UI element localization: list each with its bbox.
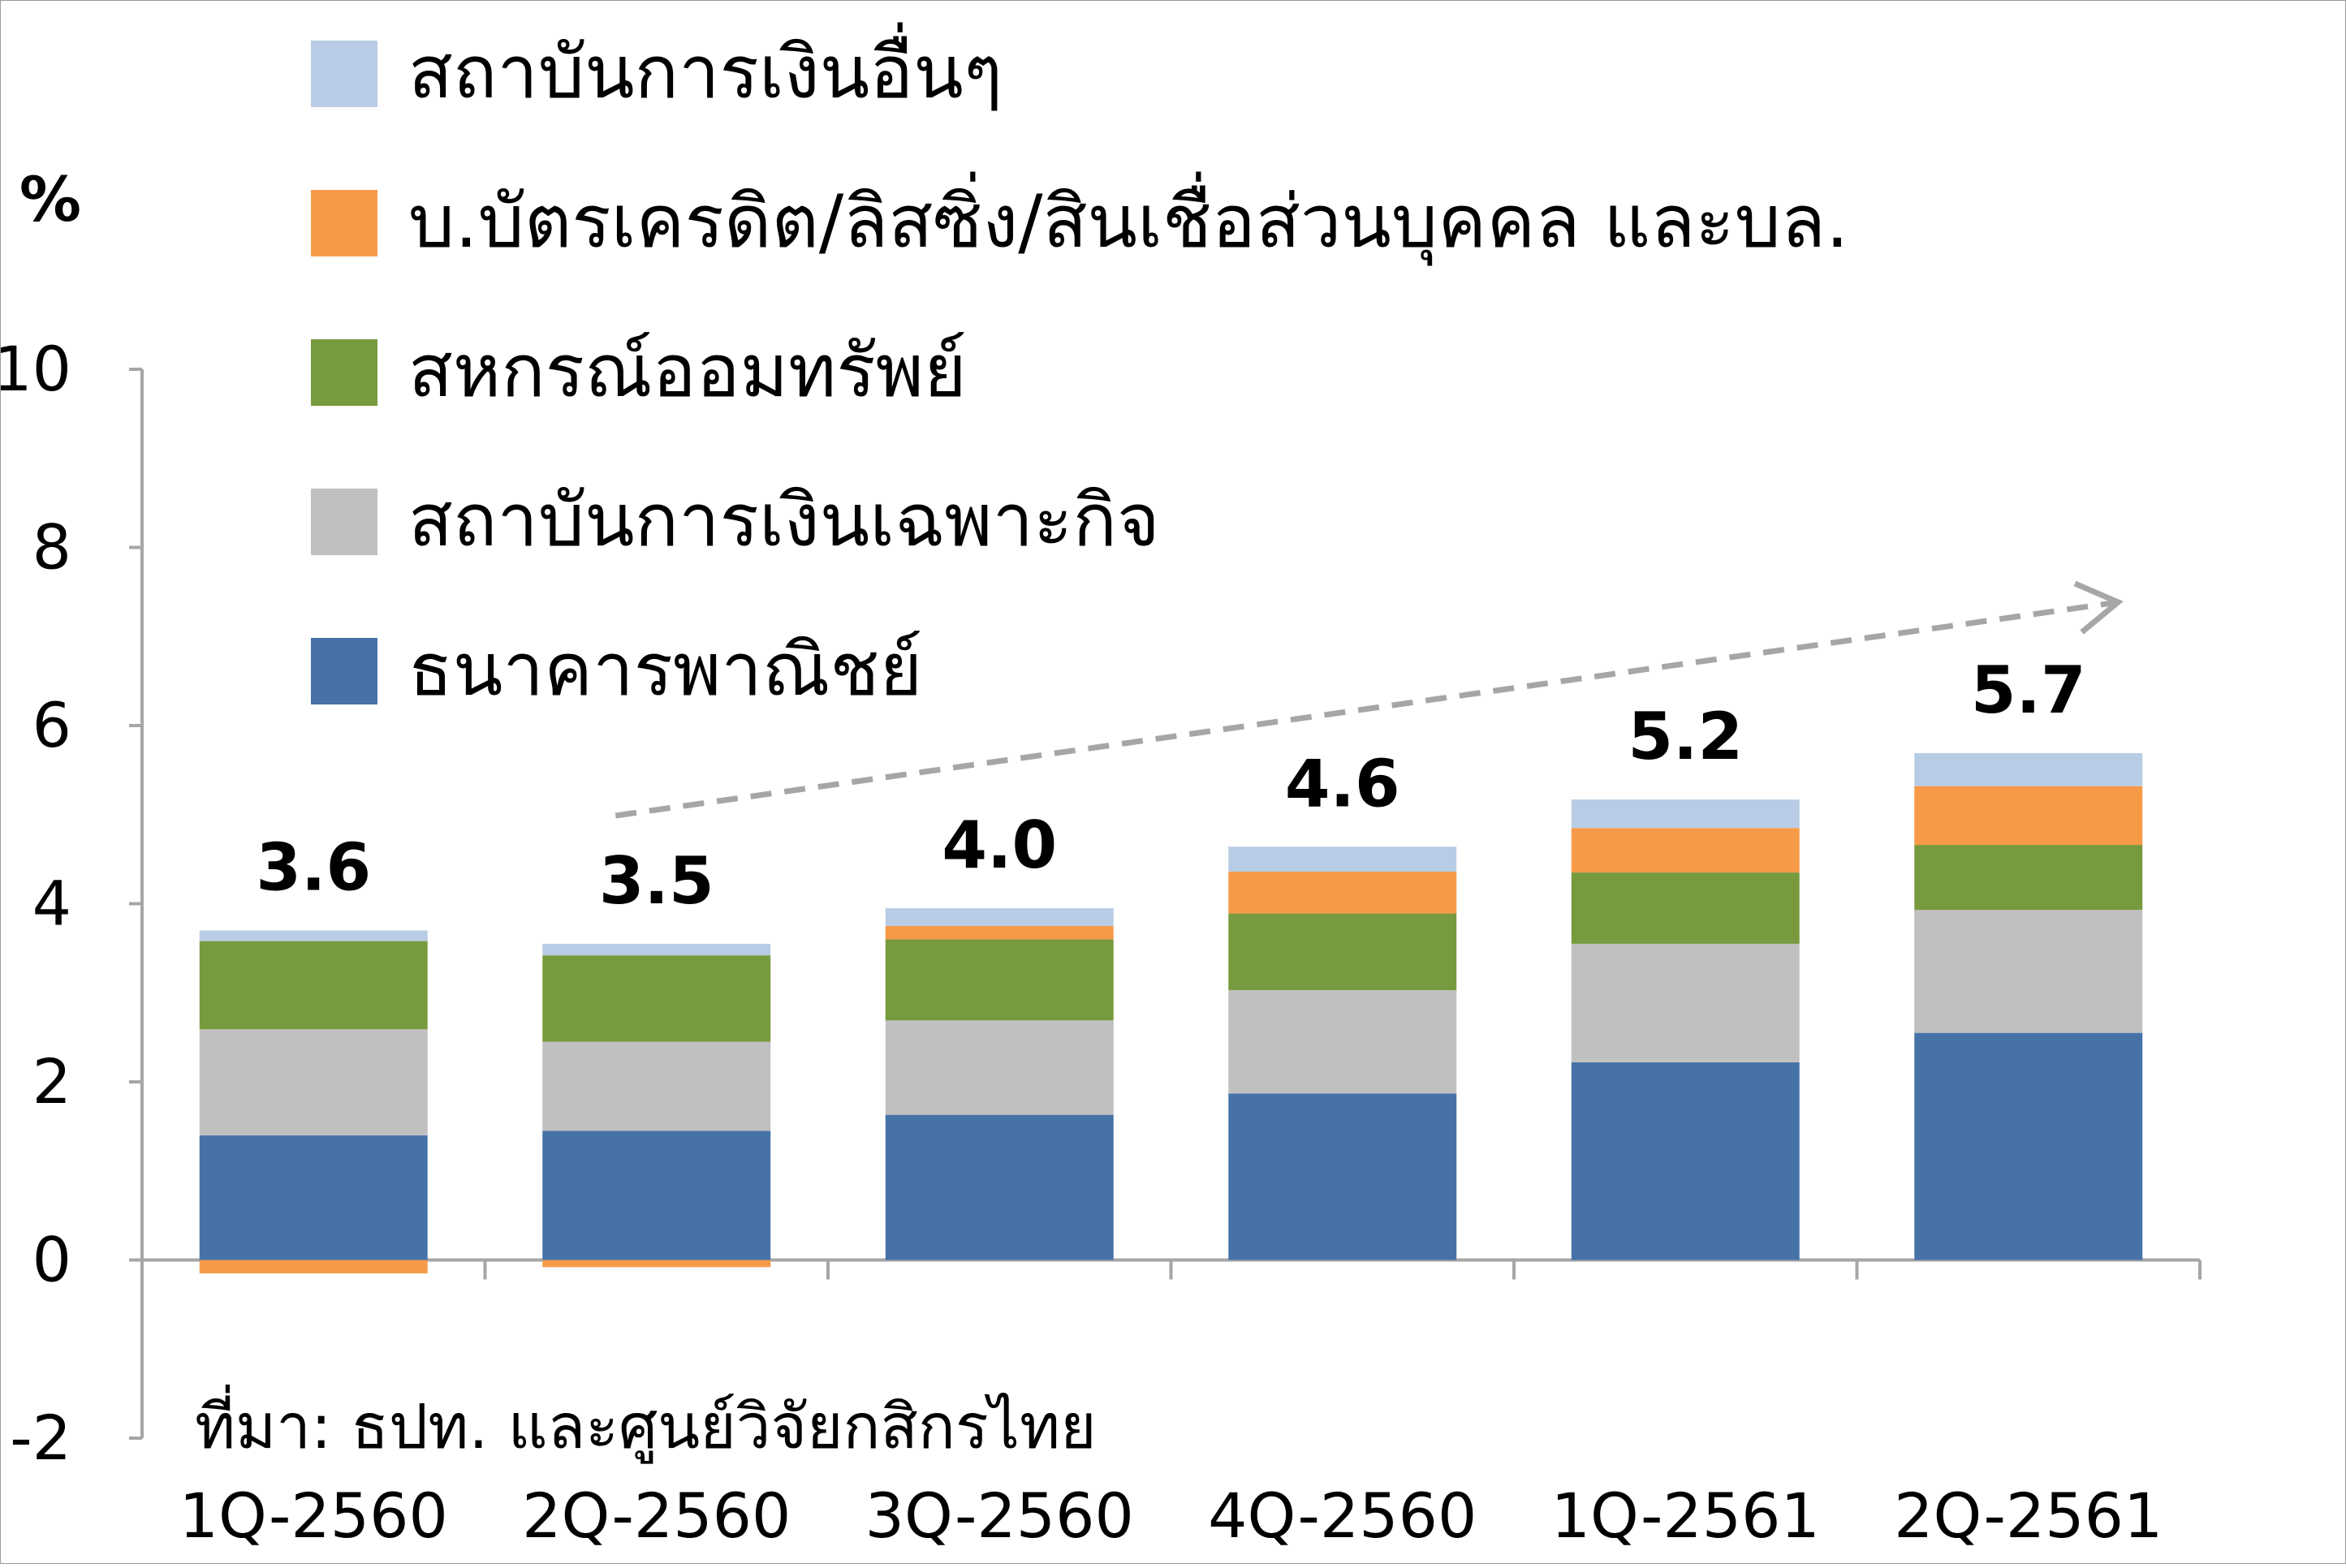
y-tick-label: 10 — [0, 333, 71, 405]
legend-swatch — [311, 41, 377, 107]
bar-segment — [885, 939, 1114, 1021]
bar-segment — [885, 925, 1114, 940]
bar-total-label: 4.0 — [942, 808, 1057, 883]
x-tick-label: 3Q-2560 — [865, 1480, 1134, 1552]
bar-segment — [542, 1131, 771, 1260]
y-axis-unit-label: % — [19, 163, 81, 235]
bar-segment — [1914, 845, 2143, 911]
x-tick-label: 2Q-2561 — [1894, 1480, 2163, 1552]
legend-label: สถาบันการเงินเฉพาะกิจ — [408, 478, 1160, 563]
x-tick-label: 4Q-2560 — [1208, 1480, 1477, 1552]
bar-total-label: 3.6 — [256, 829, 371, 905]
legend-swatch — [311, 339, 377, 406]
bar-segment — [1571, 1062, 1800, 1260]
bar-segment — [1228, 871, 1457, 914]
bar-segment — [542, 943, 771, 956]
bar-segment — [1571, 828, 1800, 873]
bar-segment — [199, 930, 428, 941]
y-tick-label: 8 — [32, 511, 71, 584]
legend-swatch — [311, 638, 377, 704]
x-tick-label: 1Q-2561 — [1551, 1480, 1820, 1552]
bar-segment — [1914, 910, 2143, 1033]
y-tick-label: -2 — [10, 1402, 71, 1474]
x-tick-label: 1Q-2560 — [179, 1480, 448, 1552]
y-tick-label: 0 — [32, 1224, 71, 1296]
bar-segment — [1228, 846, 1457, 872]
legend-label: บ.บัตรเครดิต/ลิสซิ่ง/สินเชื่อส่วนบุคคล แ… — [408, 171, 1849, 266]
bar-segment — [199, 1260, 428, 1273]
legend-label: ธนาคารพาณิชย์ — [408, 627, 922, 713]
bar-segment — [1571, 872, 1800, 944]
legend-label: สหกรณ์ออมทรัพย์ — [408, 329, 967, 414]
trend-arrow-head — [2073, 580, 2124, 635]
bar-segment — [542, 1041, 771, 1131]
source-annotation: ที่มา: ธปท. และศูนย์วิจัยกสิกรไทย — [195, 1385, 1097, 1464]
y-tick-label: 2 — [32, 1045, 71, 1118]
bar-segment — [1571, 799, 1800, 829]
legend-label: สถาบันการเงินอื่นๆ — [408, 22, 1003, 115]
bar-segment — [885, 1020, 1114, 1115]
bar-segment — [885, 1114, 1114, 1260]
bar-total-label: 5.7 — [1971, 653, 2086, 728]
x-tick-label: 2Q-2560 — [522, 1480, 791, 1552]
trend-arrow-line — [615, 599, 2119, 819]
bar-segment — [1228, 1093, 1457, 1260]
bar-segment — [199, 941, 428, 1030]
legend-swatch — [311, 190, 377, 256]
bar-segment — [1228, 989, 1457, 1094]
bar-segment — [1228, 913, 1457, 990]
bar-segment — [1914, 786, 2143, 846]
y-tick-label: 6 — [32, 689, 71, 761]
bar-segment — [1914, 1032, 2143, 1260]
bar-segment — [199, 1135, 428, 1260]
bar-segment — [885, 907, 1114, 926]
bar-segment — [542, 955, 771, 1042]
y-tick-label: 4 — [32, 868, 71, 940]
bar-segment — [199, 1029, 428, 1135]
bar-segment — [1571, 943, 1800, 1062]
bar-segment — [542, 1260, 771, 1268]
bar-total-label: 3.5 — [599, 843, 714, 919]
bar-total-label: 4.6 — [1285, 746, 1400, 821]
bar-segment — [1914, 753, 2143, 786]
bar-total-label: 5.2 — [1628, 699, 1743, 774]
legend-swatch — [311, 489, 377, 555]
